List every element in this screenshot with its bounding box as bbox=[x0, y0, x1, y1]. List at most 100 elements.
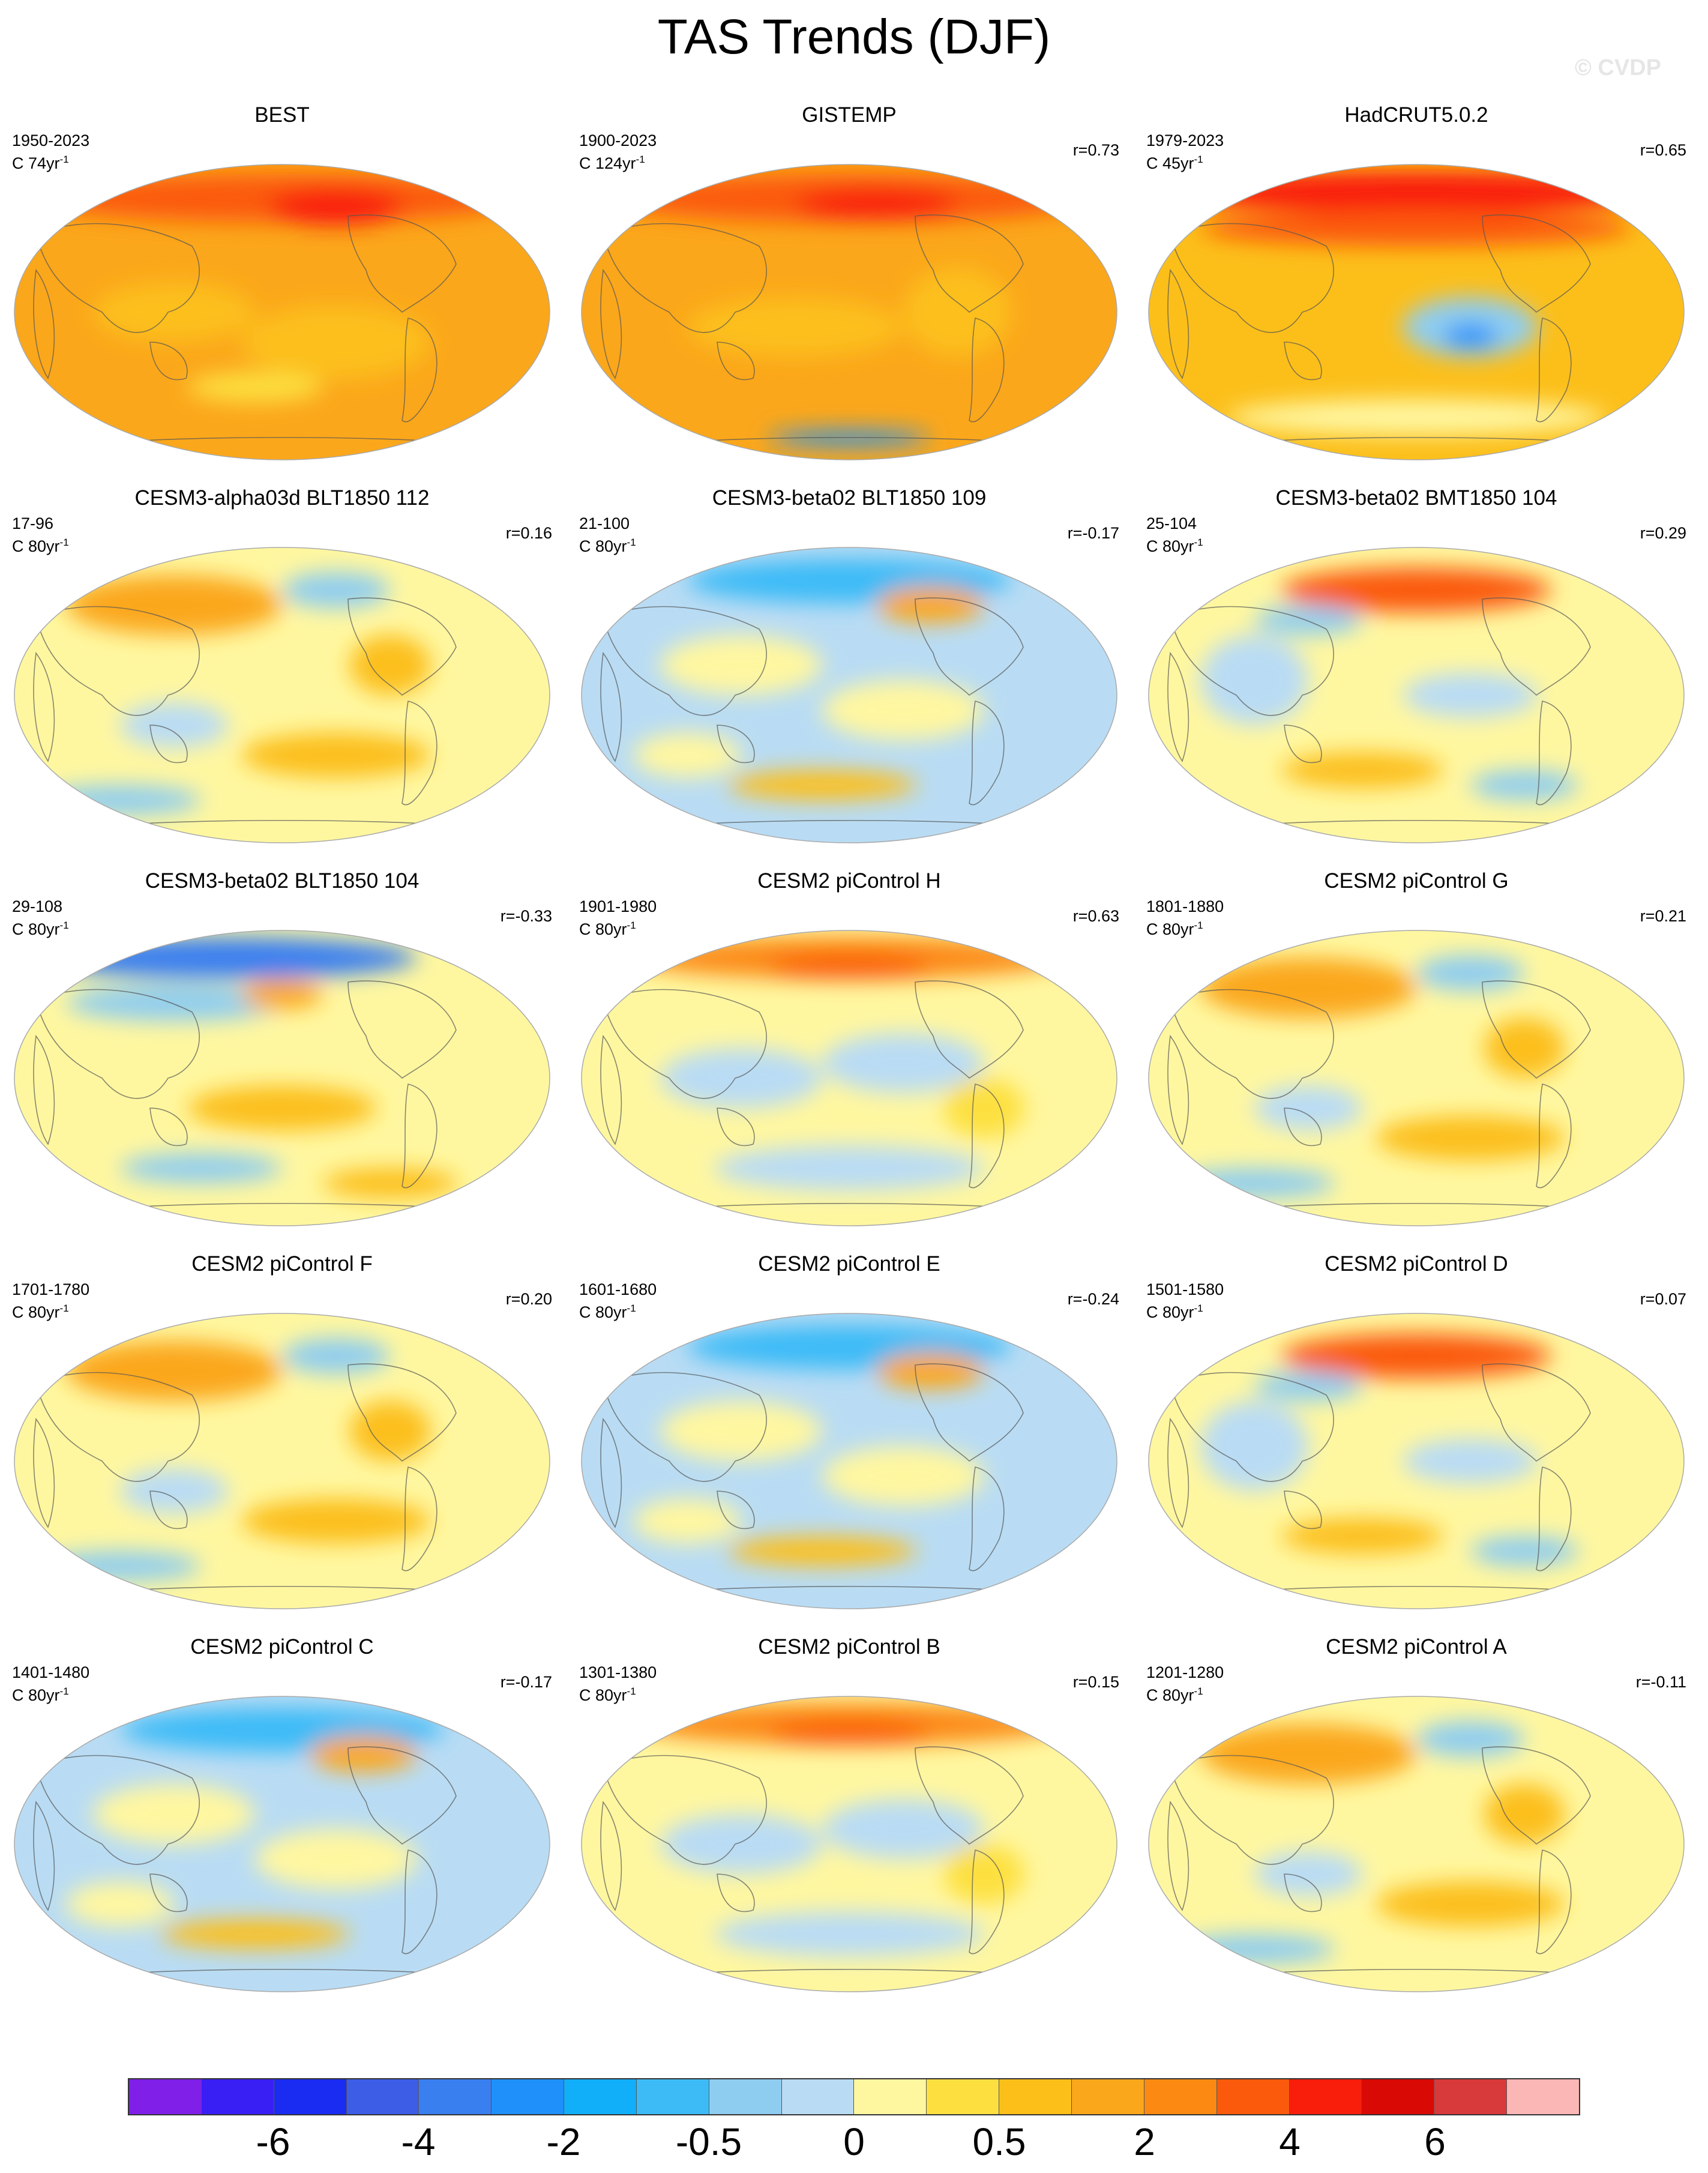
panel-correlation: r=0.63 bbox=[1072, 907, 1119, 925]
colorbar-tick-label: 0.5 bbox=[972, 2120, 1026, 2163]
map-panel: BEST 1950-2023 C 74yr-1 bbox=[0, 102, 564, 462]
colorbar-swatch bbox=[709, 2079, 782, 2114]
panel-title: CESM2 piControl C bbox=[190, 1635, 374, 1659]
panel-units: C 80yr-1 bbox=[1146, 1303, 1203, 1321]
colorbar bbox=[128, 2078, 1580, 2115]
map-panel: CESM2 piControl B 1301-1380 C 80yr-1 r=0.15 bbox=[567, 1634, 1131, 1994]
panel-years: 1901-1980 bbox=[579, 897, 657, 915]
colorbar-tick-label: -2 bbox=[546, 2120, 581, 2163]
colorbar-tick-label: 0 bbox=[843, 2120, 865, 2163]
colorbar-tick-label: 6 bbox=[1424, 2120, 1446, 2163]
trend-map bbox=[14, 1313, 550, 1609]
panel-units: C 80yr-1 bbox=[1146, 537, 1203, 555]
colorbar-swatch bbox=[564, 2079, 637, 2114]
panel-units: C 80yr-1 bbox=[12, 1686, 69, 1704]
panel-correlation: r=-0.17 bbox=[500, 1673, 552, 1691]
map-panel: CESM3-alpha03d BLT1850 112 17-96 C 80yr-1 r… bbox=[0, 485, 564, 845]
colorbar-swatch bbox=[1507, 2079, 1579, 2114]
colorbar-swatch bbox=[999, 2079, 1072, 2114]
colorbar-swatch bbox=[201, 2079, 274, 2114]
panel-correlation: r=-0.33 bbox=[500, 907, 552, 925]
colorbar-swatch bbox=[636, 2079, 709, 2114]
panel-years: 1601-1680 bbox=[579, 1280, 657, 1298]
map-panel: CESM3-beta02 BLT1850 104 29-108 C 80yr-1 r=… bbox=[0, 868, 564, 1228]
panel-units: C 80yr-1 bbox=[12, 920, 69, 938]
colorbar-swatch bbox=[492, 2079, 565, 2114]
panel-correlation: r=-0.11 bbox=[1635, 1673, 1686, 1691]
map-panel: HadCRUT5.0.2 1979-2023 C 45yr-1 r=0.65 bbox=[1134, 102, 1698, 462]
panel-years: 1950-2023 bbox=[12, 131, 90, 149]
panel-correlation: r=0.65 bbox=[1640, 141, 1686, 159]
colorbar-swatch bbox=[1144, 2079, 1217, 2114]
panel-years: 1979-2023 bbox=[1146, 131, 1224, 149]
panel-correlation: r=0.21 bbox=[1640, 907, 1686, 925]
colorbar-swatch bbox=[781, 2079, 855, 2114]
panel-years: 17-96 bbox=[12, 514, 54, 532]
map-panel: CESM2 piControl A 1201-1280 C 80yr-1 r=-0.1… bbox=[1134, 1634, 1698, 1994]
panel-title: CESM2 piControl E bbox=[758, 1252, 940, 1276]
panel-years: 1401-1480 bbox=[12, 1663, 90, 1681]
panel-years: 1201-1280 bbox=[1146, 1663, 1224, 1681]
panel-units: C 124yr-1 bbox=[579, 154, 645, 172]
trend-map bbox=[14, 930, 550, 1226]
colorbar-swatch bbox=[1362, 2079, 1435, 2114]
colorbar-tick-label: -4 bbox=[401, 2120, 436, 2163]
panel-correlation: r=0.29 bbox=[1640, 524, 1686, 542]
panel-correlation: r=0.15 bbox=[1072, 1673, 1119, 1691]
panel-units: C 80yr-1 bbox=[579, 920, 636, 938]
panel-title: BEST bbox=[254, 103, 310, 127]
panel-title: CESM3-beta02 BMT1850 104 bbox=[1275, 486, 1557, 510]
colorbar-swatch bbox=[274, 2079, 347, 2114]
colorbar-swatch bbox=[346, 2079, 419, 2114]
colorbar-swatch bbox=[927, 2079, 1000, 2114]
trend-map bbox=[14, 164, 550, 460]
cvdp-watermark: © CVDP bbox=[1574, 55, 1661, 80]
colorbar-swatch bbox=[1289, 2079, 1362, 2114]
colorbar-swatch bbox=[129, 2079, 202, 2114]
map-panel: CESM2 piControl E 1601-1680 C 80yr-1 r=-0.2… bbox=[567, 1251, 1131, 1611]
map-panel: CESM2 piControl C 1401-1480 C 80yr-1 r=-0.1… bbox=[0, 1634, 564, 1994]
panel-title: CESM2 piControl B bbox=[758, 1635, 940, 1659]
panel-correlation: r=0.73 bbox=[1072, 141, 1119, 159]
trend-map bbox=[581, 547, 1117, 843]
trend-map bbox=[14, 1696, 550, 1992]
trend-map bbox=[14, 547, 550, 843]
map-panel: CESM2 piControl G 1801-1880 C 80yr-1 r=0.21 bbox=[1134, 868, 1698, 1228]
panel-units: C 80yr-1 bbox=[579, 1686, 636, 1704]
trend-map bbox=[581, 1696, 1117, 1992]
map-panel-grid: BEST 1950-2023 C 74yr-1 GISTEMP 1900-2023 C 1… bbox=[0, 102, 1698, 1994]
colorbar-tick-label: 4 bbox=[1279, 2120, 1301, 2163]
trend-map bbox=[1148, 1696, 1685, 1992]
panel-years: 1801-1880 bbox=[1146, 897, 1224, 915]
panel-title: CESM2 piControl D bbox=[1325, 1252, 1508, 1276]
colorbar-swatch bbox=[1434, 2079, 1508, 2114]
trend-map bbox=[581, 1313, 1117, 1609]
panel-title: CESM2 piControl F bbox=[191, 1252, 373, 1276]
panel-years: 21-100 bbox=[579, 514, 630, 532]
map-panel: CESM2 piControl H 1901-1980 C 80yr-1 r=0.63 bbox=[567, 868, 1131, 1228]
panel-units: C 80yr-1 bbox=[12, 1303, 69, 1321]
colorbar-swatch bbox=[419, 2079, 492, 2114]
panel-correlation: r=0.16 bbox=[505, 524, 552, 542]
colorbar-swatch bbox=[854, 2079, 927, 2114]
panel-units: C 80yr-1 bbox=[579, 1303, 636, 1321]
panel-units: C 80yr-1 bbox=[1146, 920, 1203, 938]
panel-title: CESM3-beta02 BLT1850 104 bbox=[145, 869, 419, 893]
panel-title: CESM2 piControl H bbox=[757, 869, 941, 893]
panel-title: CESM2 piControl G bbox=[1324, 869, 1509, 893]
trend-map bbox=[1148, 547, 1685, 843]
panel-years: 1900-2023 bbox=[579, 131, 657, 149]
trend-map bbox=[1148, 164, 1685, 460]
panel-years: 1501-1580 bbox=[1146, 1280, 1224, 1298]
panel-units: C 80yr-1 bbox=[12, 537, 69, 555]
panel-units: C 80yr-1 bbox=[579, 537, 636, 555]
panel-units: C 45yr-1 bbox=[1146, 154, 1203, 172]
map-panel: CESM2 piControl F 1701-1780 C 80yr-1 r=0.20 bbox=[0, 1251, 564, 1611]
panel-title: CESM3-alpha03d BLT1850 112 bbox=[134, 486, 430, 510]
trend-map bbox=[1148, 1313, 1685, 1609]
panel-units: C 74yr-1 bbox=[12, 154, 69, 172]
map-panel: CESM3-beta02 BMT1850 104 25-104 C 80yr-1 r=… bbox=[1134, 485, 1698, 845]
figure-title: TAS Trends (DJF) bbox=[657, 10, 1051, 64]
panel-title: GISTEMP bbox=[802, 103, 897, 127]
panel-correlation: r=0.07 bbox=[1640, 1290, 1686, 1308]
